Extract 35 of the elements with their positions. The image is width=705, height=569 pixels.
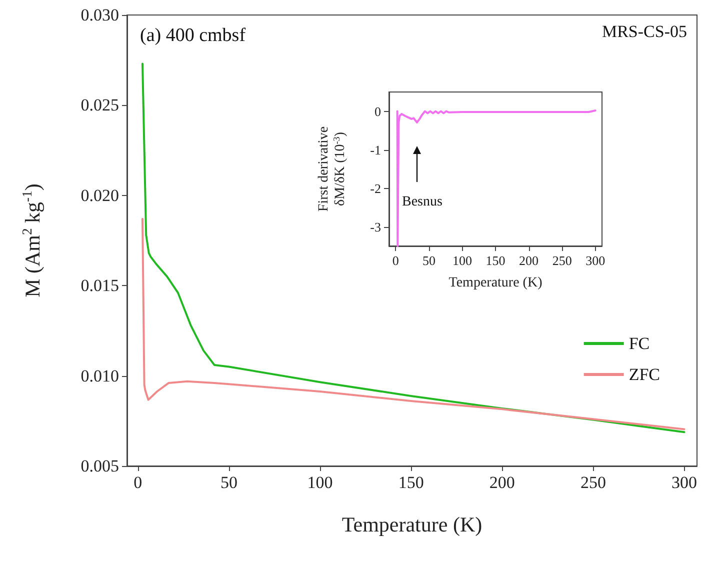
x-tick-label: 50 [220, 473, 238, 492]
x-tick-label: 200 [519, 253, 539, 268]
annotation: MRS-CS-05 [602, 22, 688, 41]
text: (a) 400 cmbsf [140, 25, 246, 46]
x-tick-label: 0 [134, 473, 142, 492]
legend-label: ZFC [628, 365, 660, 384]
y-tick-label: 0.010 [80, 366, 119, 386]
y-tick-label: -1 [370, 142, 381, 158]
line-series [141, 218, 686, 430]
x-axis-title: Temperature (K) [448, 276, 543, 290]
legend-label: FC [628, 334, 650, 353]
y-tick-label: -2 [370, 180, 381, 196]
line-series [141, 62, 686, 434]
x-tick-label: 150 [486, 253, 506, 268]
x-tick-label: 150 [398, 473, 424, 492]
line-series [396, 109, 596, 247]
y-tick-label: 0.020 [80, 186, 119, 205]
y-tick-label: -3 [370, 219, 381, 234]
x-axis-title: Temperature (K) [342, 512, 482, 536]
y-tick-label: 0.030 [80, 6, 119, 24]
y-tick-label: 0.025 [80, 96, 119, 115]
x-tick-label: 200 [489, 473, 515, 492]
x-tick-label: 250 [552, 253, 572, 268]
x-tick-label: 300 [586, 253, 606, 268]
y-tick-label: 0.015 [80, 276, 119, 296]
x-tick-label: 50 [422, 253, 436, 268]
x-tick-label: 0 [392, 253, 399, 268]
annotation: Besnus [402, 194, 442, 210]
x-tick-label: 250 [580, 473, 606, 492]
y-axis-title: M (Am2 kg-1) [19, 184, 44, 298]
x-tick-label: 100 [307, 473, 333, 492]
y-tick-label: 0.005 [80, 456, 119, 476]
y-tick-label: 0 [374, 104, 381, 119]
x-tick-label: 300 [672, 473, 697, 492]
x-tick-label: 100 [452, 253, 472, 268]
